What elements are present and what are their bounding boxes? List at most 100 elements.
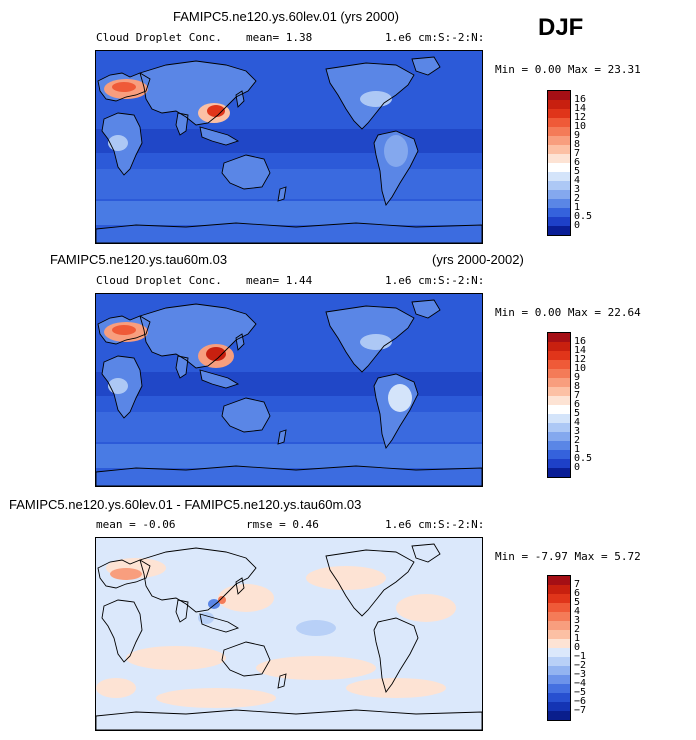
panel2-units: 1.e6 cm:S:-2:N: [385, 274, 485, 287]
coastline-namerica [325, 549, 415, 617]
coastline-seasia [199, 613, 240, 633]
colorbar-label: −4 [574, 678, 587, 689]
high-concentration-region [112, 325, 136, 335]
southern-ocean-band [96, 169, 482, 199]
colorbar-swatch [548, 109, 570, 118]
colorbar-label: 1 [574, 633, 581, 644]
colorbar-label: 6 [574, 399, 581, 410]
coastline-antarctica [96, 465, 482, 486]
land-india [176, 113, 188, 135]
colorbar-label: 14 [574, 345, 587, 356]
land-greenland [412, 300, 440, 318]
colorbar-swatch [548, 675, 570, 684]
difference-region [156, 688, 276, 708]
coastline-nz [277, 429, 287, 445]
coastline-namerica [325, 62, 415, 130]
panel3-title: FAMIPC5.ne120.ys.60lev.01 - FAMIPC5.ne12… [9, 497, 362, 512]
coastline-africa [101, 355, 143, 419]
colorbar-label: 9 [574, 130, 581, 141]
panel1-map [95, 50, 483, 244]
colorbar-label: 12 [574, 112, 587, 123]
difference-region [110, 568, 142, 580]
colorbar-swatch [548, 154, 570, 163]
colorbar-label: 1 [574, 202, 581, 213]
colorbar-label: 5 [574, 166, 581, 177]
colorbar-swatch [548, 163, 570, 172]
coastline-europe [97, 72, 151, 102]
coastline-japan [235, 333, 245, 351]
colorbar-swatch [548, 594, 570, 603]
high-concentration-region [388, 384, 412, 412]
colorbar-swatches [547, 575, 571, 721]
colorbar-swatch [548, 468, 570, 477]
colorbar-label: 6 [574, 588, 581, 599]
colorbar-label: 0.5 [574, 211, 593, 222]
coastline-australia [221, 397, 271, 433]
colorbar-swatch [548, 387, 570, 396]
coastline-samerica [373, 130, 419, 206]
high-concentration-region [207, 105, 225, 117]
coastline-japan [235, 90, 245, 108]
coastline-india [175, 599, 189, 623]
colorbar-swatch [548, 190, 570, 199]
colorbar-swatch [548, 657, 570, 666]
colorbar-swatch [548, 172, 570, 181]
coastline-europe [97, 559, 151, 589]
colorbar-swatch [548, 450, 570, 459]
colorbar-swatch [548, 639, 570, 648]
colorbar-swatch [548, 378, 570, 387]
colorbar-swatch [548, 711, 570, 720]
colorbar-label: 5 [574, 408, 581, 419]
coastline-africa [101, 112, 143, 176]
colorbar-label: 2 [574, 435, 581, 446]
panel3-mean: mean = -0.06 [96, 518, 176, 531]
colorbar-swatch [548, 145, 570, 154]
panel2-years: (yrs 2000-2002) [432, 252, 524, 267]
coastline-namerica [325, 305, 415, 373]
colorbar-swatch [548, 217, 570, 226]
colorbar-label: 3 [574, 184, 581, 195]
colorbar-label: −3 [574, 669, 587, 680]
colorbar-swatches [547, 90, 571, 236]
colorbar-swatch [548, 396, 570, 405]
colorbar-label: 8 [574, 139, 581, 150]
colorbar-swatch [548, 603, 570, 612]
panel1-variable: Cloud Droplet Conc. [96, 31, 222, 44]
high-concentration-region [108, 135, 128, 151]
colorbar-label: 0 [574, 220, 581, 231]
colorbar-label: 3 [574, 615, 581, 626]
colorbar-swatch [548, 621, 570, 630]
colorbar-swatch [548, 423, 570, 432]
coastline-nz [277, 186, 287, 202]
colorbar-label: 1 [574, 444, 581, 455]
land-seasia [200, 127, 238, 145]
panel1-units: 1.e6 cm:S:-2:N: [385, 31, 485, 44]
coastline-greenland [411, 299, 441, 319]
colorbar-swatch [548, 612, 570, 621]
land-antarctica [96, 466, 482, 486]
colorbar-label: 0.5 [574, 453, 593, 464]
land-antarctica [96, 223, 482, 243]
colorbar-label: −2 [574, 660, 587, 671]
colorbar-swatch [548, 118, 570, 127]
colorbar-swatch [548, 630, 570, 639]
colorbar-swatch [548, 333, 570, 342]
coastline-europe [97, 315, 151, 345]
panel1-mean: mean= 1.38 [246, 31, 313, 44]
land-india [176, 356, 188, 378]
difference-region [396, 594, 456, 622]
coastline-greenland [411, 543, 441, 563]
coastline-asia [139, 60, 257, 126]
colorbar-swatch [548, 459, 570, 468]
coastline-samerica [373, 373, 419, 449]
season-label: DJF [538, 14, 584, 41]
coastline-antarctica [96, 709, 482, 730]
panel2-minmax: Min = 0.00 Max = 22.64 [495, 306, 641, 319]
difference-region [346, 678, 446, 698]
panel2-mean: mean= 1.44 [246, 274, 313, 287]
tropical-band [96, 372, 482, 396]
land-asia [140, 61, 256, 125]
southern-ocean-band-2 [96, 201, 482, 225]
difference-region [126, 646, 226, 670]
difference-region [208, 599, 220, 609]
